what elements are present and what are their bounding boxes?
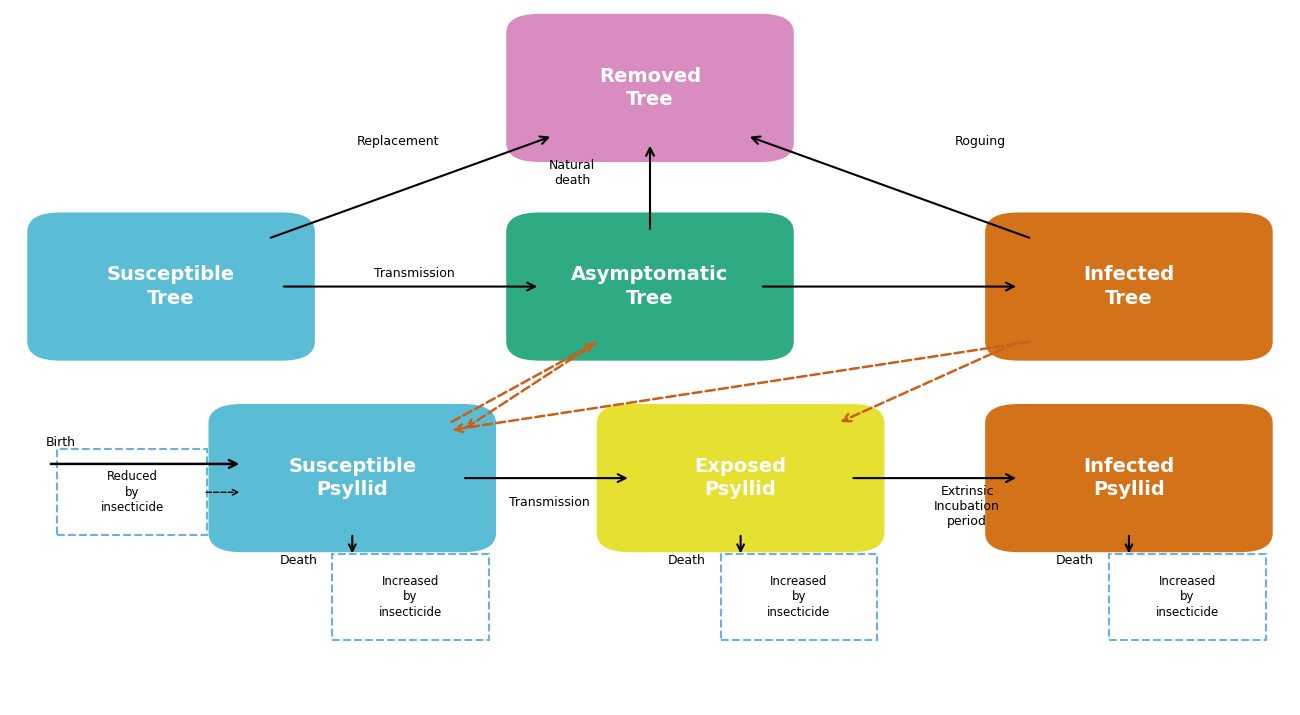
Text: Birth: Birth (46, 436, 75, 449)
FancyBboxPatch shape (987, 214, 1271, 359)
Text: Increased
by
insecticide: Increased by insecticide (767, 575, 831, 619)
Text: Exposed
Psyllid: Exposed Psyllid (694, 457, 786, 499)
FancyBboxPatch shape (29, 214, 313, 359)
Text: Death: Death (668, 553, 706, 566)
Text: Transmission: Transmission (508, 496, 589, 509)
FancyBboxPatch shape (507, 15, 793, 161)
Text: Transmission: Transmission (374, 267, 455, 280)
Text: Death: Death (1056, 553, 1095, 566)
FancyBboxPatch shape (987, 405, 1271, 551)
FancyBboxPatch shape (598, 405, 883, 551)
Text: Susceptible
Psyllid: Susceptible Psyllid (289, 457, 416, 499)
Text: Increased
by
insecticide: Increased by insecticide (378, 575, 442, 619)
Text: Roguing: Roguing (954, 134, 1006, 147)
Text: Replacement: Replacement (356, 134, 439, 147)
FancyBboxPatch shape (507, 214, 793, 359)
Text: Removed
Tree: Removed Tree (599, 66, 701, 109)
Text: Death: Death (280, 553, 317, 566)
Text: Increased
by
insecticide: Increased by insecticide (1156, 575, 1219, 619)
Text: Natural
death: Natural death (549, 159, 595, 187)
Text: Reduced
by
insecticide: Reduced by insecticide (100, 470, 164, 514)
Text: Extrinsic
Incubation
period: Extrinsic Incubation period (935, 485, 1000, 528)
FancyBboxPatch shape (209, 405, 495, 551)
Text: Asymptomatic
Tree: Asymptomatic Tree (571, 265, 729, 307)
Text: Infected
Tree: Infected Tree (1083, 265, 1174, 307)
Text: Infected
Psyllid: Infected Psyllid (1083, 457, 1174, 499)
Text: Susceptible
Tree: Susceptible Tree (107, 265, 235, 307)
